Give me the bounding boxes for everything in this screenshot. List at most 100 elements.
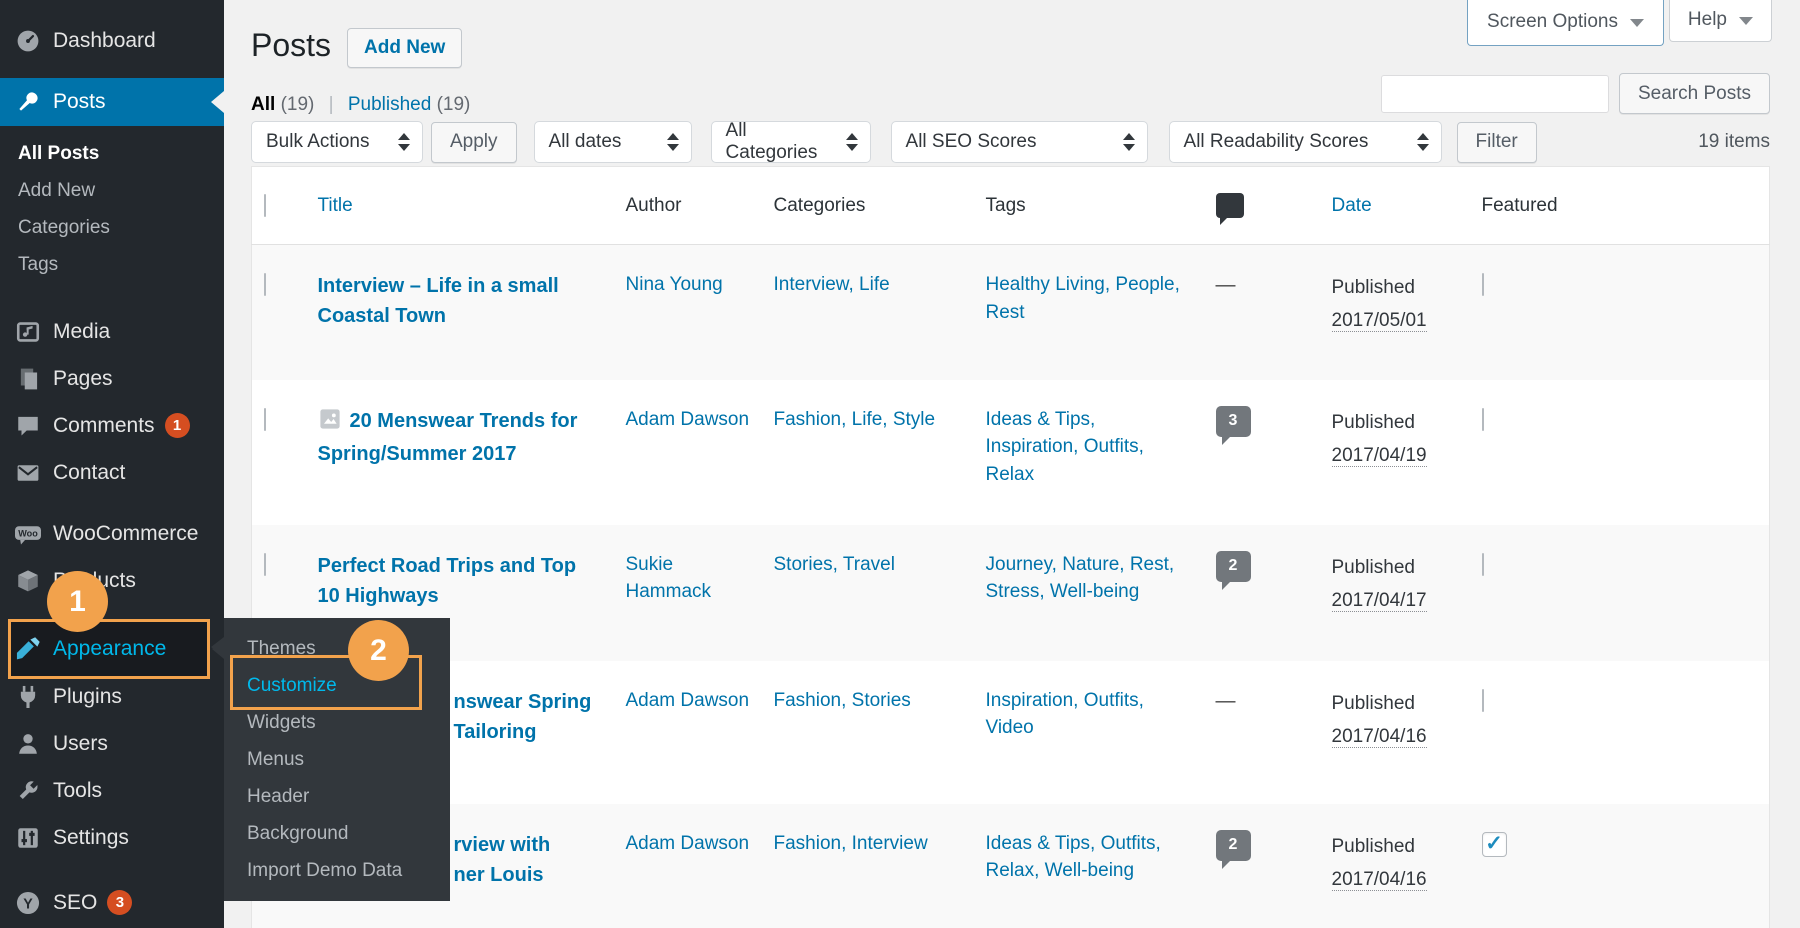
- comments-count-bubble[interactable]: 2: [1215, 550, 1251, 590]
- submenu-item-categories[interactable]: Categories: [18, 217, 110, 238]
- filter-button[interactable]: Filter: [1456, 121, 1537, 163]
- comments-icon: [13, 413, 43, 439]
- tags-links[interactable]: Healthy Living, People, Rest: [985, 274, 1180, 323]
- tags-links[interactable]: Ideas & Tips, Inspiration, Outfits, Rela…: [985, 408, 1144, 485]
- comments-count-bubble[interactable]: 2: [1215, 829, 1251, 869]
- author-link[interactable]: Nina Young: [625, 274, 723, 295]
- svg-text:Woo: Woo: [18, 528, 38, 538]
- submenu-item-tags[interactable]: Tags: [18, 254, 59, 275]
- categories-links[interactable]: Fashion, Interview: [773, 832, 928, 854]
- view-published-link[interactable]: Published: [347, 94, 432, 115]
- flyout-item-widgets[interactable]: Widgets: [247, 712, 316, 733]
- post-date: 2017/05/01: [1331, 310, 1427, 333]
- categories-links[interactable]: Fashion, Stories: [773, 689, 911, 711]
- sidebar-item-label: Dashboard: [53, 29, 156, 52]
- paintbrush-icon: [13, 636, 43, 662]
- sidebar-item-posts[interactable]: Posts: [0, 78, 224, 126]
- select-arrows-icon: [836, 133, 858, 151]
- search-posts-button[interactable]: Search Posts: [1619, 73, 1770, 114]
- yoast-seo-icon: Y: [13, 890, 43, 916]
- featured-checkbox[interactable]: [1481, 273, 1484, 296]
- post-title-link[interactable]: Perfect Road Trips and Top 10 Highways: [317, 554, 577, 607]
- post-title-link[interactable]: nswear Spring Tailoring: [453, 690, 592, 743]
- submenu-item-add-new[interactable]: Add New: [18, 180, 96, 201]
- featured-checkbox[interactable]: [1481, 688, 1484, 712]
- post-title-link[interactable]: rview with ner Louis: [453, 833, 551, 886]
- author-link[interactable]: Sukie Hammack: [625, 553, 712, 603]
- featured-checkbox[interactable]: [1481, 407, 1484, 431]
- sidebar-item-media[interactable]: Media: [0, 308, 224, 355]
- row-checkbox[interactable]: [264, 273, 266, 296]
- sidebar-item-seo[interactable]: Y SEO 3: [0, 879, 224, 926]
- tags-links[interactable]: Journey, Nature, Rest, Stress, Well-bein…: [985, 553, 1175, 603]
- post-title-link[interactable]: 20 Menswear Trends for Spring/Summer 201…: [317, 409, 578, 466]
- categories-links[interactable]: Fashion, Life, Style: [773, 408, 936, 430]
- all-readability-scores-select[interactable]: All Readability Scores: [1168, 121, 1442, 163]
- sidebar-item-appearance[interactable]: Appearance: [0, 619, 224, 679]
- all-categories-select[interactable]: All Categories: [710, 120, 871, 163]
- column-header-title[interactable]: Title: [301, 166, 626, 245]
- sidebar-item-tools[interactable]: Tools: [0, 767, 224, 814]
- post-title-link[interactable]: Interview – Life in a small Coastal Town: [317, 275, 559, 327]
- tags-links[interactable]: Ideas & Tips, Outfits, Relax, Well-being: [985, 832, 1161, 882]
- bulk-actions-select[interactable]: Bulk Actions: [251, 121, 423, 163]
- apply-button[interactable]: Apply: [431, 121, 517, 163]
- sidebar-item-pages[interactable]: Pages: [0, 355, 224, 402]
- column-header-date[interactable]: Date: [1331, 166, 1482, 245]
- column-header-featured: Featured: [1481, 166, 1770, 245]
- featured-checkbox[interactable]: [1481, 552, 1484, 576]
- sidebar-item-settings[interactable]: Settings: [0, 814, 224, 861]
- table-row: nswear Spring Tailoring Adam Dawson Fash…: [252, 661, 1770, 804]
- post-views-filter: All (19) | Published (19): [251, 94, 470, 116]
- all-seo-scores-select[interactable]: All SEO Scores: [890, 121, 1148, 163]
- dashboard-icon: [13, 28, 43, 54]
- media-icon: [13, 319, 43, 345]
- flyout-item-menus[interactable]: Menus: [247, 749, 305, 770]
- sidebar-item-contact[interactable]: Contact: [0, 449, 224, 496]
- select-all-checkbox[interactable]: [264, 193, 266, 217]
- pin-icon: [13, 89, 43, 115]
- annotation-step-1: 1: [47, 571, 108, 632]
- sidebar-item-label: Comments: [53, 413, 155, 437]
- flyout-item-import-demo-data[interactable]: Import Demo Data: [247, 860, 403, 881]
- sidebar-item-comments[interactable]: Comments 1: [0, 402, 224, 449]
- sidebar-item-woocommerce[interactable]: Woo WooCommerce: [0, 510, 224, 557]
- posts-submenu: All Posts Add New Categories Tags: [0, 126, 224, 290]
- submenu-item-all-posts[interactable]: All Posts: [18, 143, 100, 164]
- all-dates-select[interactable]: All dates: [533, 121, 692, 163]
- categories-links[interactable]: Interview, Life: [773, 274, 890, 295]
- comments-column-icon: [1215, 193, 1244, 225]
- search-input[interactable]: [1381, 74, 1609, 113]
- post-date: 2017/04/16: [1331, 725, 1427, 748]
- table-row: Interview – Life in a small Coastal Town…: [251, 244, 1770, 380]
- post-status: Published: [1331, 411, 1415, 433]
- author-link[interactable]: Adam Dawson: [625, 832, 750, 854]
- flyout-item-header[interactable]: Header: [247, 786, 310, 807]
- appearance-flyout-menu: Themes Customize Widgets Menus Header Ba…: [211, 618, 450, 901]
- post-date: 2017/04/19: [1331, 444, 1427, 467]
- row-checkbox[interactable]: [264, 552, 266, 576]
- categories-links[interactable]: Stories, Travel: [773, 553, 895, 575]
- comments-count-bubble[interactable]: 3: [1215, 405, 1251, 445]
- flyout-item-themes[interactable]: Themes: [247, 638, 316, 659]
- author-link[interactable]: Adam Dawson: [625, 408, 750, 430]
- row-checkbox[interactable]: [264, 407, 266, 431]
- view-all-link[interactable]: All: [251, 94, 276, 115]
- help-button[interactable]: Help: [1668, 0, 1772, 42]
- sidebar-item-label: Plugins: [53, 684, 122, 708]
- sidebar-item-plugins[interactable]: Plugins: [0, 673, 224, 720]
- all-categories-label: All Categories: [725, 120, 818, 163]
- featured-checkbox-checked[interactable]: [1481, 831, 1507, 857]
- author-link[interactable]: Adam Dawson: [625, 689, 750, 711]
- sidebar-item-products[interactable]: Products: [0, 557, 224, 604]
- bulk-actions-label: Bulk Actions: [266, 131, 370, 152]
- flyout-item-background[interactable]: Background: [247, 823, 349, 844]
- sidebar-item-users[interactable]: Users: [0, 720, 224, 767]
- flyout-item-customize[interactable]: Customize: [247, 675, 337, 696]
- user-icon: [13, 731, 43, 757]
- add-new-button[interactable]: Add New: [347, 28, 463, 68]
- screen-options-button[interactable]: Screen Options: [1467, 0, 1664, 46]
- tags-links[interactable]: Inspiration, Outfits, Video: [985, 689, 1144, 739]
- sidebar-item-dashboard[interactable]: Dashboard: [0, 16, 224, 66]
- sliders-icon: [13, 825, 43, 851]
